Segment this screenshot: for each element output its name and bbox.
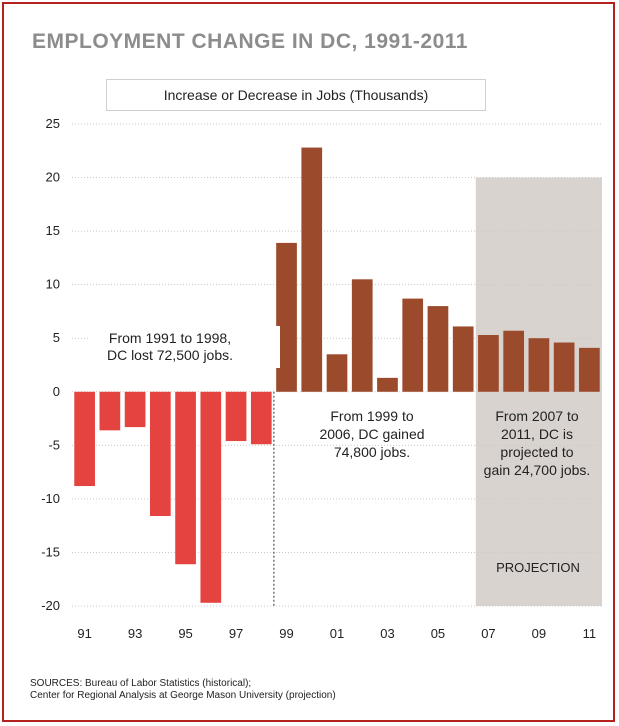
y-tick-label: 20	[46, 170, 60, 185]
sources-line-1: SOURCES: Bureau of Labor Statistics (his…	[30, 678, 252, 689]
y-tick-label: 25	[46, 116, 60, 131]
sources-line-2: Center for Regional Analysis at George M…	[30, 690, 336, 701]
bar-11	[579, 347, 600, 392]
bar-97	[225, 391, 247, 442]
projection-label: PROJECTION	[496, 560, 580, 575]
bar-92	[99, 391, 121, 431]
chart-title: EMPLOYMENT CHANGE IN DC, 1991-2011	[32, 30, 468, 53]
bar-98	[250, 391, 272, 445]
y-tick-label: 15	[46, 223, 60, 238]
x-tick-label: 91	[77, 626, 91, 641]
bar-01	[326, 354, 348, 392]
annotation-projected-line: From 2007 to	[495, 408, 578, 424]
bar-00	[301, 147, 323, 392]
sources-note: SOURCES: Bureau of Labor Statistics (his…	[30, 678, 336, 702]
annotation-projected-line: gain 24,700 jobs.	[484, 462, 591, 478]
annotation-gained-line: 74,800 jobs.	[334, 444, 410, 460]
y-tick-label: -15	[41, 544, 60, 559]
bar-08	[503, 330, 525, 392]
annotation-projected-line: projected to	[500, 444, 573, 460]
y-tick-label: -5	[48, 437, 60, 452]
annotation-gained-line: From 1999 to	[330, 408, 413, 424]
x-tick-label: 11	[583, 626, 597, 641]
bar-10	[553, 342, 575, 392]
x-tick-label: 01	[330, 626, 344, 641]
annotation-lost-line: DC lost 72,500 jobs.	[107, 347, 233, 363]
bar-94	[149, 391, 171, 517]
bar-06	[452, 326, 474, 392]
bar-09	[528, 338, 550, 392]
bar-95	[175, 391, 196, 565]
bar-99	[276, 242, 297, 392]
annotation-lost-line: From 1991 to 1998,	[109, 330, 231, 346]
x-tick-label: 99	[279, 626, 293, 641]
chart-subtitle: Increase or Decrease in Jobs (Thousands)	[106, 79, 486, 111]
y-tick-label: 5	[53, 330, 60, 345]
y-tick-label: 0	[53, 384, 60, 399]
x-tick-label: 03	[380, 626, 394, 641]
x-tick-label: 95	[178, 626, 192, 641]
y-tick-label: -10	[41, 491, 60, 506]
x-tick-label: 93	[128, 626, 142, 641]
bar-04	[402, 298, 424, 392]
x-tick-label: 97	[229, 626, 243, 641]
x-tick-label: 07	[481, 626, 495, 641]
y-tick-label: -20	[41, 598, 60, 613]
y-tick-label: 10	[46, 277, 60, 292]
bar-93	[124, 391, 146, 428]
bar-05	[427, 306, 449, 392]
bar-96	[200, 391, 222, 603]
x-tick-label: 09	[532, 626, 546, 641]
lost-annotation-bg	[88, 326, 280, 368]
annotation-gained-line: 2006, DC gained	[319, 426, 424, 442]
bar-07	[478, 335, 499, 392]
x-tick-label: 05	[431, 626, 445, 641]
annotation-projected-line: 2011, DC is	[501, 426, 573, 442]
bar-91	[74, 391, 95, 487]
bar-03	[377, 377, 398, 392]
bar-02	[351, 279, 373, 392]
